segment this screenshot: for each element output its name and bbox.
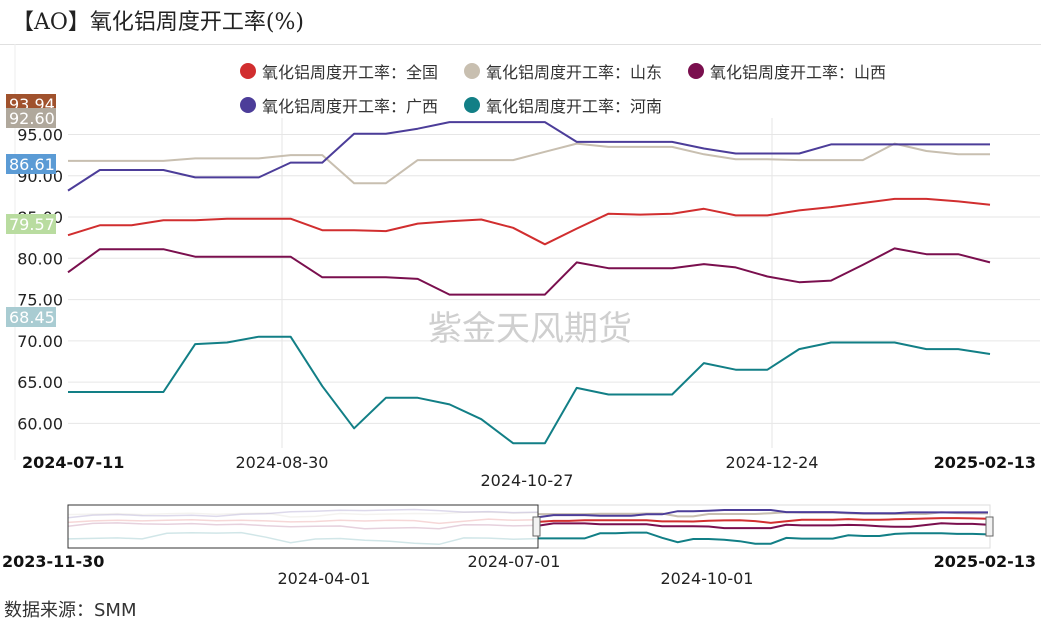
legend-item-shanxi[interactable]: 氧化铝周度开工率：山西 <box>688 59 886 83</box>
last-value-flag <box>6 154 56 174</box>
y-tick-label: 75.00 <box>17 291 63 310</box>
legend-marker-shandong <box>464 63 481 79</box>
x-tick-label: 2024-12-24 <box>726 453 819 472</box>
series-line-3[interactable] <box>67 121 990 192</box>
navigator-tick-label: 2024-10-01 <box>661 569 754 588</box>
data-source: 数据来源：SMM <box>4 600 137 621</box>
legend-label-henan: 氧化铝周度开工率：河南 <box>486 97 663 116</box>
navigator-mask <box>67 504 539 549</box>
navigator-label-start: 2023-11-30 <box>2 552 104 571</box>
y-tick-label: 80.00 <box>17 249 63 268</box>
chart-title: 【AO】氧化铝周度开工率(%) <box>12 10 304 35</box>
x-tick-label-end: 2025-02-13 <box>934 453 1036 472</box>
last-value-flag-label: 92.60 <box>9 109 55 128</box>
navigator-history-line-1 <box>67 511 539 518</box>
navigator-history-line-3 <box>67 508 539 519</box>
legend-item-shandong[interactable]: 氧化铝周度开工率：山东 <box>464 59 662 83</box>
legend-marker-guangxi <box>240 97 256 113</box>
legend-item-guangxi[interactable]: 氧化铝周度开工率：广西 <box>240 93 438 117</box>
title-divider <box>0 44 1041 45</box>
legend-label-guangxi: 氧化铝周度开工率：广西 <box>262 97 439 116</box>
y-tick-label: 65.00 <box>17 373 63 392</box>
navigator-series-line-2 <box>537 522 989 530</box>
series-line-4[interactable] <box>68 335 991 445</box>
y-tick-label: 60.00 <box>17 414 63 433</box>
legend-item-henan[interactable]: 氧化铝周度开工率：河南 <box>464 93 662 117</box>
last-value-flag <box>6 108 56 128</box>
navigator-series-line-4 <box>538 531 989 545</box>
legend-marker-national <box>240 63 256 79</box>
navigator-series-line-0 <box>537 517 989 524</box>
last-value-flag-label: 79.57 <box>9 215 55 234</box>
last-value-flag <box>6 214 56 234</box>
navigator-history-line-2 <box>67 522 539 530</box>
y-tick-label: 95.00 <box>17 126 63 145</box>
legend-marker-henan <box>464 97 481 113</box>
legend-row-2: 氧化铝周度开工率：广西 氧化铝周度开工率：河南 <box>240 88 1030 122</box>
navigator-handle-left[interactable] <box>532 516 541 537</box>
legend-row-1: 氧化铝周度开工率：全国 氧化铝周度开工率：山东 氧化铝周度开工率：山西 <box>240 54 1030 88</box>
legend-label-national: 氧化铝周度开工率：全国 <box>262 63 439 82</box>
legend-item-national[interactable]: 氧化铝周度开工率：全国 <box>240 59 438 83</box>
watermark-text: 紫金天风期货 <box>428 309 632 349</box>
navigator-series-line-1 <box>538 511 988 518</box>
navigator-handle-right[interactable] <box>985 516 994 537</box>
last-value-flag-label: 86.61 <box>9 155 55 174</box>
navigator-history-line-0 <box>67 518 539 525</box>
legend-label-shanxi: 氧化铝周度开工率：山西 <box>710 63 887 82</box>
legend-marker-shanxi <box>688 63 705 79</box>
x-tick-label-start: 2024-07-11 <box>22 453 124 472</box>
series-line-2[interactable] <box>67 247 991 296</box>
series-line-0[interactable] <box>67 197 991 246</box>
last-value-flag <box>6 307 56 327</box>
x-tick-label: 2024-08-30 <box>236 453 329 472</box>
legend: 氧化铝周度开工率：全国 氧化铝周度开工率：山东 氧化铝周度开工率：山西 氧化铝周… <box>240 54 1030 122</box>
navigator-series-line-3 <box>537 509 988 519</box>
navigator-tick-label: 2024-07-01 <box>468 552 561 571</box>
x-tick-label: 2024-10-27 <box>481 471 574 490</box>
navigator-label-end: 2025-02-13 <box>934 552 1036 571</box>
navigator-history-line-4 <box>67 531 539 546</box>
navigator-tick-label: 2024-04-01 <box>278 569 371 588</box>
y-tick-label: 70.00 <box>17 332 63 351</box>
last-value-flag-label: 68.45 <box>9 308 55 327</box>
series-line-1[interactable] <box>68 142 990 185</box>
legend-label-shandong: 氧化铝周度开工率：山东 <box>486 63 663 82</box>
